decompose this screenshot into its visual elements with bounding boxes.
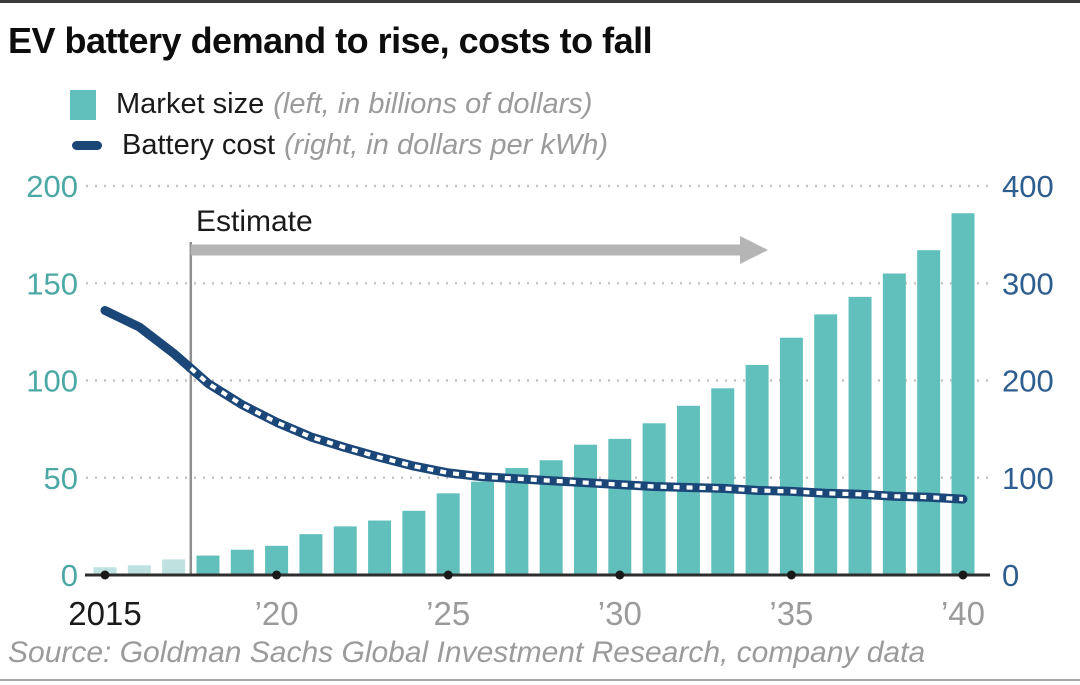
estimate-arrow-shaft <box>190 244 741 256</box>
bar-2016 <box>127 565 151 575</box>
bar-2027 <box>505 468 529 575</box>
x-tick-label-2035: ’35 <box>769 595 813 632</box>
battery-cost-swatch <box>72 141 102 150</box>
left-axis-tick-100: 100 <box>26 364 78 399</box>
right-axis-tick-300: 300 <box>1002 266 1054 301</box>
x-tick-dot-2020 <box>272 570 282 580</box>
bar-2037 <box>848 296 872 575</box>
right-axis-tick-400: 400 <box>1002 169 1054 204</box>
x-tick-dot-2035 <box>786 570 796 580</box>
battery-cost-line-solid <box>100 306 196 373</box>
bar-2026 <box>471 481 495 575</box>
legend: Market size (left, in billions of dollar… <box>70 84 608 166</box>
left-axis-tick-0: 0 <box>61 558 78 593</box>
legend-item-market-size: Market size (left, in billions of dollar… <box>70 84 608 125</box>
x-tick-label-2025: ’25 <box>426 595 470 632</box>
left-axis-tick-200: 200 <box>26 169 78 204</box>
legend-label: Market size <box>116 88 265 120</box>
x-tick-label-2040: ’40 <box>941 595 985 632</box>
x-tick-dot-2040 <box>958 570 968 580</box>
bar-2038 <box>882 273 906 575</box>
bar-2034 <box>745 364 769 575</box>
bar-2019 <box>230 549 254 575</box>
x-tick-dot-2030 <box>615 570 625 580</box>
bar-2039 <box>917 250 941 575</box>
bar-2031 <box>642 423 666 575</box>
right-axis-tick-200: 200 <box>1002 364 1054 399</box>
bar-2017 <box>162 559 186 575</box>
bar-2024 <box>402 510 426 575</box>
bar-2033 <box>711 388 735 575</box>
legend-label: Battery cost <box>122 129 276 161</box>
battery-cost-line-estimate-dashes <box>189 366 964 502</box>
bar-2022 <box>333 526 357 575</box>
source-note: Source: Goldman Sachs Global Investment … <box>8 636 926 669</box>
bar-2040 <box>951 213 975 576</box>
x-tick-label-2015: 2015 <box>68 595 141 632</box>
bar-2021 <box>299 534 323 575</box>
x-tick-dot-2015 <box>100 570 110 580</box>
bar-2020 <box>265 545 289 575</box>
x-tick-dot-2025 <box>443 570 453 580</box>
right-axis-tick-0: 0 <box>1002 558 1019 593</box>
bar-2036 <box>814 314 838 575</box>
bar-2025 <box>436 493 460 575</box>
legend-item-battery-cost: Battery cost (right, in dollars per kWh) <box>70 125 608 166</box>
bar-2018 <box>196 555 220 575</box>
x-tick-label-2030: ’30 <box>598 595 642 632</box>
legend-note: (right, in dollars per kWh) <box>284 129 609 161</box>
bottom-border <box>0 679 1080 681</box>
bar-2029 <box>573 444 597 575</box>
bar-2023 <box>368 520 392 575</box>
left-axis-tick-50: 50 <box>44 461 78 496</box>
legend-note: (left, in billions of dollars) <box>273 88 593 120</box>
bar-2028 <box>539 460 563 575</box>
left-axis-tick-150: 150 <box>26 266 78 301</box>
estimate-label: Estimate <box>196 205 313 238</box>
bar-2035 <box>779 337 803 575</box>
x-tick-label-2020: ’20 <box>255 595 299 632</box>
chart-title: EV battery demand to rise, costs to fall <box>8 20 653 61</box>
right-axis-tick-100: 100 <box>1002 461 1054 496</box>
bar-2030 <box>608 438 632 575</box>
top-border <box>0 0 1080 3</box>
estimate-arrow-head <box>740 236 768 264</box>
market-size-swatch <box>70 89 96 120</box>
